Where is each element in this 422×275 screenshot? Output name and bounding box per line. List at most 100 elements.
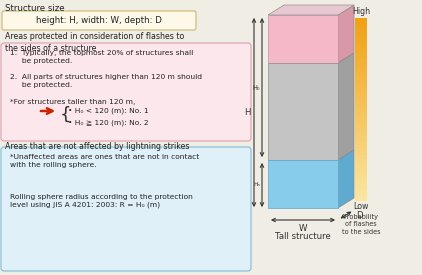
Bar xyxy=(355,120,367,123)
Bar xyxy=(355,77,367,80)
Bar xyxy=(355,29,367,32)
Text: Structure size: Structure size xyxy=(5,4,65,13)
Bar xyxy=(355,25,367,28)
Bar xyxy=(355,134,367,137)
Bar xyxy=(355,161,367,164)
Bar xyxy=(355,107,367,109)
Bar xyxy=(355,196,367,198)
Text: W: W xyxy=(299,224,307,233)
Text: 2.  All parts of structures higher than 120 m should
     be protected.: 2. All parts of structures higher than 1… xyxy=(10,74,202,88)
Bar xyxy=(355,150,367,153)
Text: Areas that are not affected by lightning strikes: Areas that are not affected by lightning… xyxy=(5,142,189,151)
Bar xyxy=(355,148,367,150)
Bar xyxy=(355,193,367,196)
Bar xyxy=(355,145,367,148)
Polygon shape xyxy=(268,15,338,63)
Bar xyxy=(355,104,367,107)
Bar xyxy=(355,52,367,55)
Text: Hₙ: Hₙ xyxy=(253,183,260,188)
Bar xyxy=(355,159,367,162)
Bar xyxy=(355,93,367,96)
Bar xyxy=(355,41,367,43)
Bar xyxy=(355,184,367,187)
Polygon shape xyxy=(268,5,354,15)
Text: Rolling sphere radius according to the protection
level using JIS A 4201: 2003: : Rolling sphere radius according to the p… xyxy=(10,194,193,208)
Bar xyxy=(355,20,367,23)
Bar xyxy=(355,36,367,39)
Bar xyxy=(355,68,367,71)
Polygon shape xyxy=(338,150,354,208)
Text: Probability
of flashes
to the sides: Probability of flashes to the sides xyxy=(342,214,380,235)
Bar xyxy=(355,139,367,141)
Bar xyxy=(355,114,367,116)
Bar xyxy=(355,109,367,112)
Polygon shape xyxy=(268,160,338,208)
Bar xyxy=(355,18,367,21)
Bar xyxy=(355,61,367,64)
Text: D: D xyxy=(356,210,362,219)
Bar xyxy=(355,116,367,119)
Bar xyxy=(355,54,367,57)
Bar xyxy=(355,27,367,30)
Text: height: H, width: W, depth: D: height: H, width: W, depth: D xyxy=(36,16,162,25)
FancyBboxPatch shape xyxy=(1,147,251,271)
Bar xyxy=(355,177,367,180)
Bar xyxy=(355,57,367,59)
Text: • H₀ < 120 (m): No. 1: • H₀ < 120 (m): No. 1 xyxy=(68,107,149,114)
Bar xyxy=(355,118,367,121)
Bar xyxy=(355,75,367,78)
Bar xyxy=(355,89,367,91)
Bar xyxy=(355,191,367,194)
Bar xyxy=(355,84,367,87)
Bar xyxy=(355,173,367,175)
Bar xyxy=(355,98,367,100)
Bar xyxy=(355,130,367,132)
Bar xyxy=(355,32,367,34)
Bar xyxy=(355,50,367,53)
Bar xyxy=(355,157,367,160)
Bar xyxy=(355,166,367,169)
Bar xyxy=(355,164,367,166)
Bar xyxy=(355,198,367,200)
Polygon shape xyxy=(338,5,354,63)
Bar xyxy=(355,73,367,75)
Text: • H₀ ≧ 120 (m): No. 2: • H₀ ≧ 120 (m): No. 2 xyxy=(68,119,149,125)
Polygon shape xyxy=(268,63,338,160)
Bar xyxy=(355,155,367,157)
Bar xyxy=(355,143,367,146)
Bar xyxy=(355,23,367,25)
Bar xyxy=(355,34,367,37)
Bar xyxy=(355,82,367,84)
Polygon shape xyxy=(338,53,354,160)
Bar xyxy=(355,141,367,144)
Bar xyxy=(355,91,367,94)
Bar xyxy=(355,132,367,134)
Bar xyxy=(355,168,367,171)
Text: {: { xyxy=(60,106,71,124)
FancyBboxPatch shape xyxy=(2,11,196,30)
Bar xyxy=(355,100,367,103)
Bar xyxy=(355,111,367,114)
Bar xyxy=(355,186,367,189)
Bar xyxy=(355,95,367,98)
Bar xyxy=(355,59,367,62)
Bar xyxy=(355,152,367,155)
Bar xyxy=(355,43,367,46)
Bar xyxy=(355,45,367,48)
Bar xyxy=(355,102,367,105)
Text: Low: Low xyxy=(353,202,369,211)
Text: Areas protected in consideration of flashes to
the sides of a structure: Areas protected in consideration of flas… xyxy=(5,32,184,53)
Text: H₀: H₀ xyxy=(252,84,260,90)
Bar xyxy=(355,182,367,185)
Text: H: H xyxy=(244,108,251,117)
Bar xyxy=(355,79,367,82)
Bar xyxy=(355,180,367,182)
Text: 1.  Typically, the topmost 20% of structures shall
     be protected.: 1. Typically, the topmost 20% of structu… xyxy=(10,50,193,64)
Text: High: High xyxy=(352,7,370,16)
Bar xyxy=(355,66,367,68)
Bar xyxy=(355,64,367,66)
Text: Tall structure: Tall structure xyxy=(275,232,331,241)
Bar xyxy=(355,86,367,89)
Bar xyxy=(355,70,367,73)
Text: *For structures taller than 120 m,: *For structures taller than 120 m, xyxy=(10,99,135,105)
